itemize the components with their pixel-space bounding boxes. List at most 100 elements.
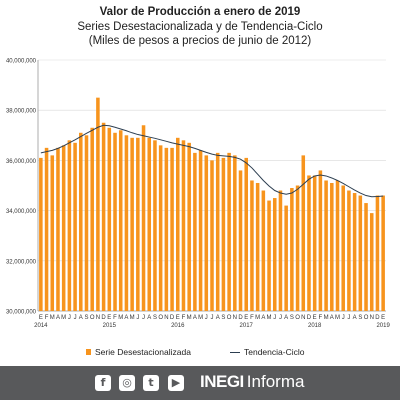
- production-chart: 30,000,000 32,000,000 34,000,000 36,000,000…: [6, 59, 391, 330]
- bar: [250, 180, 254, 311]
- bar: [187, 142, 191, 311]
- bar: [284, 205, 288, 311]
- x-year-label: 2017: [240, 323, 254, 329]
- bar: [96, 97, 100, 312]
- bar: [113, 132, 117, 311]
- bar: [50, 155, 55, 311]
- x-month-label: J: [279, 315, 282, 321]
- x-month-label: D: [101, 315, 106, 321]
- x-month-label: E: [244, 315, 248, 321]
- bar: [381, 195, 385, 311]
- x-month-label: M: [198, 315, 203, 321]
- chart-legend: Serie Desestacionalizada Tendencia-Ciclo: [0, 347, 400, 361]
- facebook-icon[interactable]: f: [95, 375, 111, 391]
- x-month-label: M: [50, 315, 55, 321]
- bar: [324, 180, 328, 311]
- x-month-label: J: [342, 315, 345, 321]
- x-month-label: D: [375, 315, 380, 321]
- inegi-informa-logo[interactable]: INEGI Informa: [200, 372, 304, 394]
- bar: [158, 145, 163, 311]
- bar: [295, 185, 300, 311]
- bar: [101, 122, 106, 311]
- bar: [56, 147, 60, 311]
- twitter-icon[interactable]: t: [143, 375, 159, 391]
- bar: [267, 200, 271, 311]
- bar: [124, 135, 129, 311]
- legend-item-bars: Serie Desestacionalizada: [86, 347, 191, 357]
- bar: [227, 152, 231, 311]
- bar: [278, 190, 283, 311]
- bar: [272, 198, 277, 311]
- x-month-label: E: [381, 315, 385, 321]
- x-month-label: M: [335, 315, 340, 321]
- chart-units-note: (Miles de pesos a precios de junio de 20…: [88, 35, 312, 47]
- bar: [364, 203, 368, 311]
- x-month-label: A: [79, 315, 83, 321]
- x-month-label: M: [118, 315, 123, 321]
- trend-line: [40, 124, 384, 198]
- instagram-icon[interactable]: ◎: [119, 375, 135, 391]
- x-month-label: M: [255, 315, 260, 321]
- bar: [90, 127, 94, 312]
- bar: [375, 195, 380, 311]
- bar: [170, 147, 174, 311]
- youtube-icon[interactable]: ▶: [168, 375, 184, 391]
- x-month-label: D: [307, 315, 312, 321]
- y-tick-label: 38,000,000: [6, 109, 37, 115]
- bar: [255, 182, 260, 311]
- x-month-label: E: [107, 315, 111, 321]
- x-month-label: E: [313, 315, 317, 321]
- bar: [318, 170, 323, 311]
- bar: [141, 125, 146, 311]
- x-month-label: N: [96, 315, 100, 321]
- x-month-label: O: [158, 315, 163, 321]
- bar: [130, 137, 134, 311]
- bar: [238, 170, 243, 311]
- bar: [210, 160, 214, 311]
- bar: [153, 140, 157, 311]
- x-month-label: M: [324, 315, 329, 321]
- x-month-label: F: [319, 315, 323, 321]
- x-month-label: A: [216, 315, 220, 321]
- bar: [107, 127, 112, 312]
- y-tick-label: 30,000,000: [6, 310, 37, 316]
- x-month-label: F: [250, 315, 254, 321]
- bar: [181, 140, 186, 311]
- x-month-label: S: [84, 315, 88, 321]
- x-month-label: E: [39, 315, 43, 321]
- bar: [369, 213, 374, 311]
- x-month-label: A: [353, 315, 357, 321]
- bar: [312, 175, 317, 311]
- y-tick-label: 36,000,000: [6, 159, 37, 165]
- bar: [307, 175, 311, 311]
- legend-line-label: Tendencia-Ciclo: [244, 347, 305, 357]
- x-month-label: J: [347, 315, 350, 321]
- brand-light-text: Informa: [246, 372, 305, 391]
- x-month-label: J: [68, 315, 71, 321]
- bar: [147, 137, 152, 311]
- x-month-label: D: [238, 315, 243, 321]
- legend-item-line: Tendencia-Ciclo: [230, 347, 304, 357]
- bar: [204, 155, 209, 311]
- bar: [215, 152, 220, 311]
- bar: [164, 147, 169, 311]
- bar: [301, 155, 306, 311]
- bar: [73, 142, 77, 311]
- x-month-label: F: [113, 315, 117, 321]
- footer-bar: f ◎ t ▶ INEGI Informa: [0, 366, 400, 400]
- x-month-label: D: [170, 315, 175, 321]
- x-month-label: M: [187, 315, 192, 321]
- legend-line-swatch: [230, 351, 240, 353]
- x-month-label: J: [273, 315, 276, 321]
- x-month-label: S: [290, 315, 294, 321]
- x-month-label: A: [193, 315, 197, 321]
- x-month-label: S: [358, 315, 362, 321]
- x-month-label: A: [124, 315, 128, 321]
- bar: [261, 190, 266, 311]
- x-month-label: N: [301, 315, 305, 321]
- chart-title: Valor de Producción a enero de 2019: [99, 6, 301, 18]
- x-month-label: E: [176, 315, 180, 321]
- brand-bold-text: INEGI: [200, 372, 244, 391]
- bar: [352, 193, 357, 311]
- legend-bar-label: Serie Desestacionalizada: [95, 347, 191, 357]
